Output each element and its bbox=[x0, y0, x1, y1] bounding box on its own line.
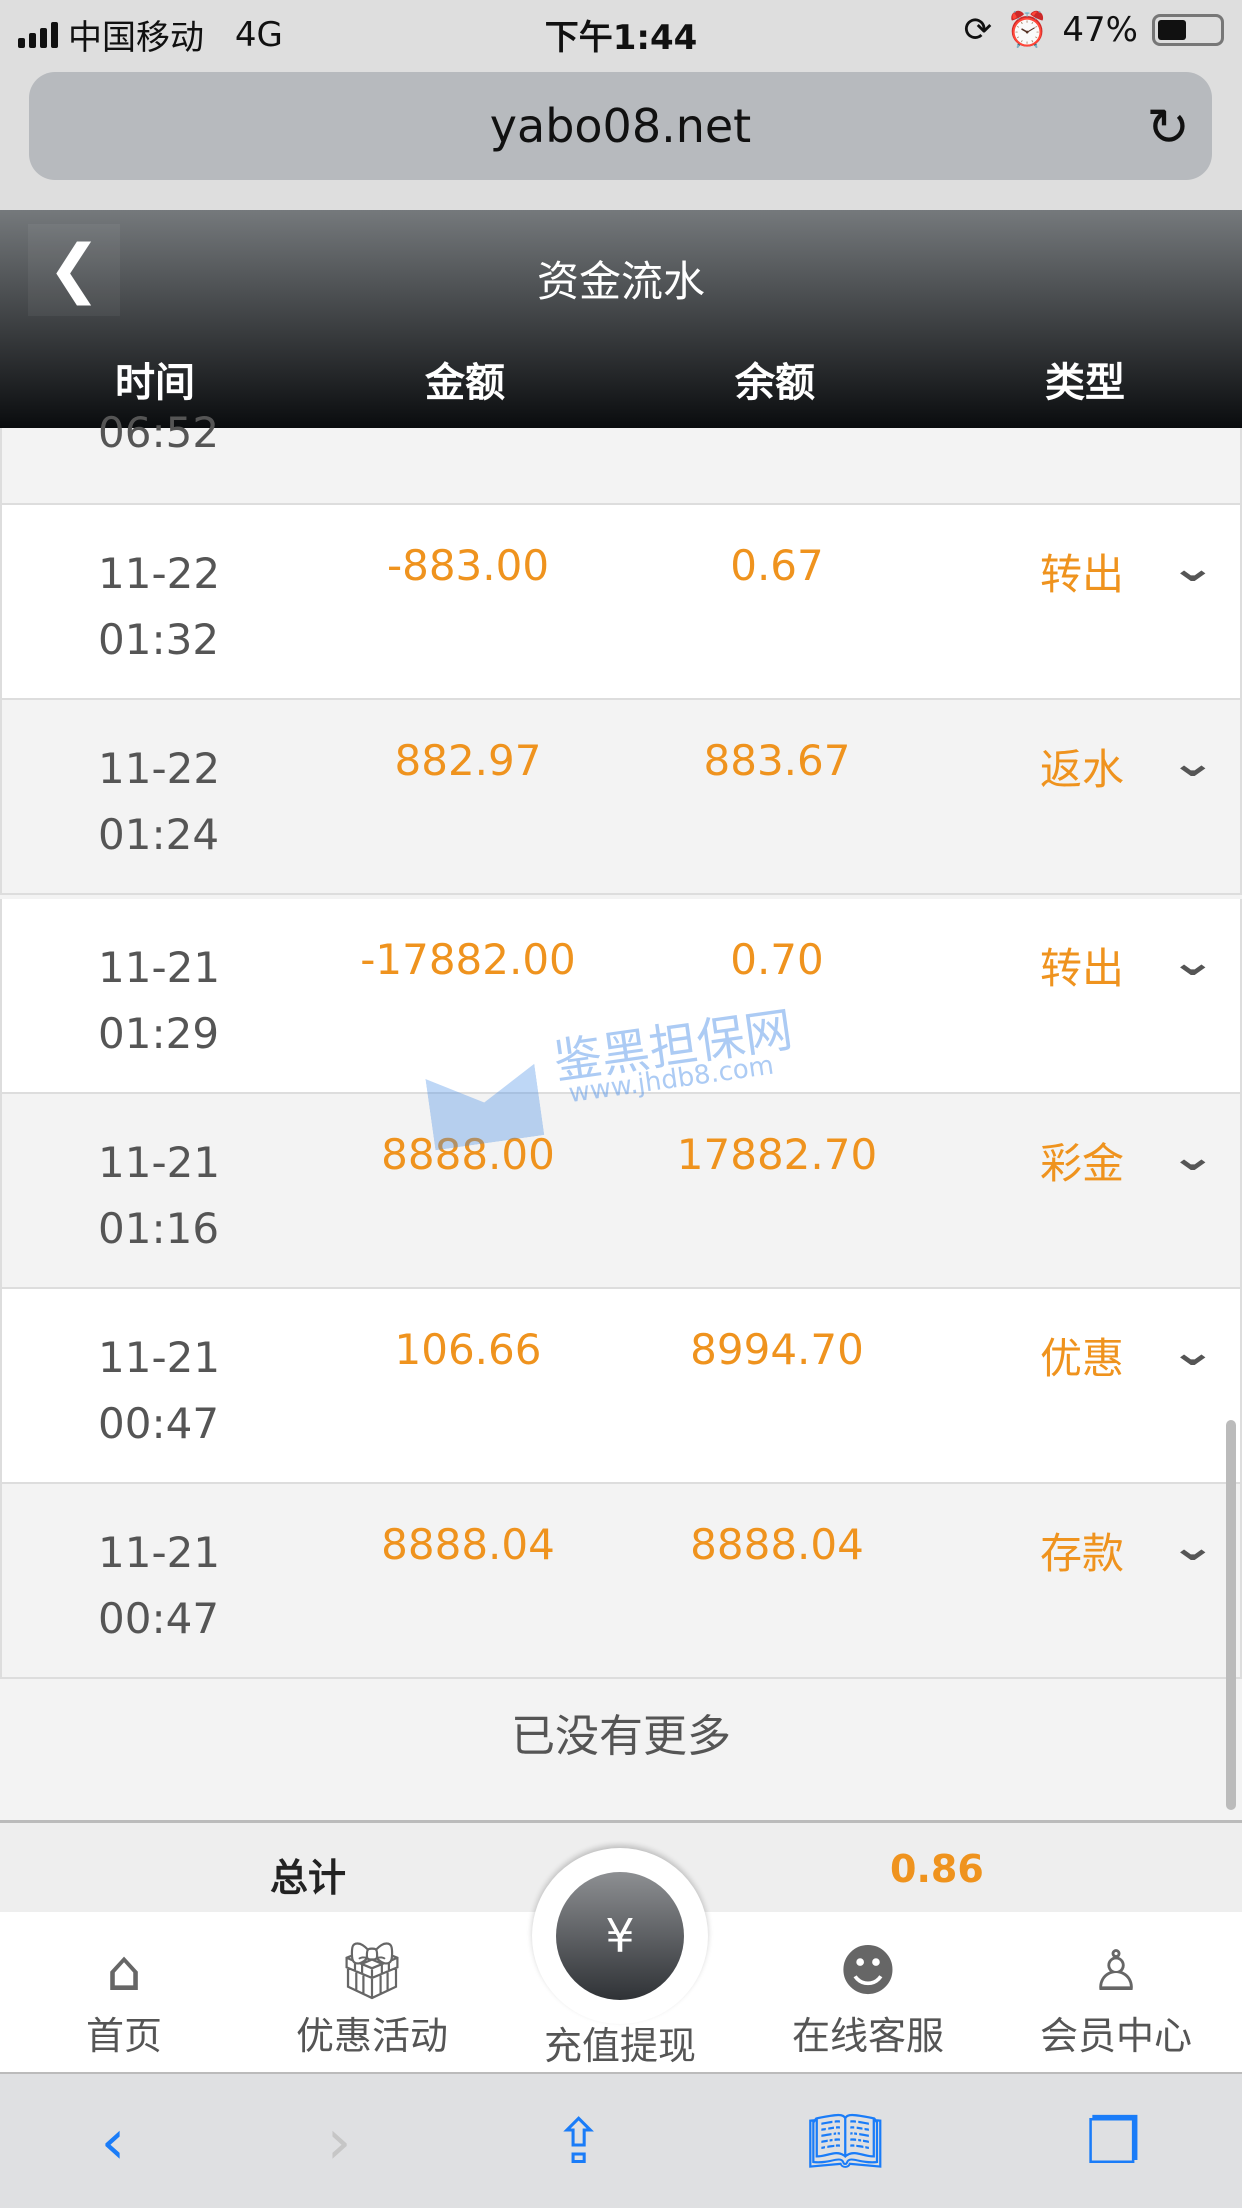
chevron-down-icon[interactable]: ⌄ bbox=[1169, 1524, 1217, 1570]
reload-icon[interactable]: ↻ bbox=[1146, 98, 1190, 158]
browser-address-area: yabo08.net ↻ bbox=[0, 62, 1242, 210]
scrollbar[interactable] bbox=[1226, 1420, 1236, 1810]
headset-icon: ☻ bbox=[838, 1939, 898, 2004]
column-amount: 金额 bbox=[425, 360, 505, 406]
tab-member[interactable]: ♙ 会员中心 bbox=[992, 1912, 1240, 2072]
browser-back-icon[interactable]: ‹ bbox=[100, 2104, 126, 2178]
page-title: 资金流水 bbox=[536, 257, 705, 306]
no-more-text: 已没有更多 bbox=[511, 1711, 731, 1762]
bottom-tab-bar: ⌂ 首页 🎁︎ 优惠活动 ¥ 充值提现 ☻ 在线客服 ♙ 会员中心 bbox=[0, 1848, 1242, 2074]
rotation-lock-icon: ⟳ bbox=[963, 10, 993, 50]
share-icon[interactable]: ⇪ bbox=[552, 2104, 605, 2178]
tab-label: 首页 bbox=[85, 2014, 162, 2058]
safari-toolbar: ‹ › ⇪ 📖︎ ❐ bbox=[0, 2074, 1242, 2208]
chevron-down-icon[interactable]: ⌄ bbox=[1169, 1134, 1217, 1180]
bookmarks-icon[interactable]: 📖︎ bbox=[805, 2104, 885, 2177]
row-type: 转出 bbox=[1040, 550, 1125, 599]
chevron-down-icon[interactable]: ⌄ bbox=[1169, 1329, 1217, 1375]
row-balance: 883.67 bbox=[703, 736, 851, 785]
row-amount: 8888.00 bbox=[381, 1130, 555, 1179]
home-icon: ⌂ bbox=[106, 1939, 142, 2004]
table-row[interactable]: 11-22 01:24 882.97 883.67 返水 ⌄ bbox=[0, 700, 1242, 895]
row-balance: 8994.70 bbox=[690, 1325, 864, 1374]
row-datetime: 11-21 00:47 bbox=[98, 1528, 221, 1643]
tab-deposit-withdraw[interactable]: ¥ 充值提现 bbox=[496, 1848, 744, 2072]
row-amount: 882.97 bbox=[394, 736, 542, 785]
row-balance: 0.70 bbox=[730, 935, 824, 984]
alarm-icon: ⏰ bbox=[1006, 10, 1049, 50]
network: 4G bbox=[234, 14, 283, 55]
tab-label: 在线客服 bbox=[791, 2014, 944, 2058]
row-balance: 8888.04 bbox=[690, 1520, 864, 1569]
table-row-partial[interactable]: 06:52 bbox=[0, 408, 1242, 505]
tabs-icon[interactable]: ❐ bbox=[1085, 2104, 1142, 2178]
table-row[interactable]: 11-21 00:47 106.66 8994.70 优惠 ⌄ bbox=[0, 1289, 1242, 1484]
tab-home[interactable]: ⌂ 首页 bbox=[0, 1912, 248, 2072]
row-datetime: 11-22 01:24 bbox=[98, 744, 221, 859]
summary-value: 0.86 bbox=[890, 1847, 984, 1891]
browser-forward-icon[interactable]: › bbox=[326, 2104, 352, 2178]
tab-support[interactable]: ☻ 在线客服 bbox=[744, 1912, 992, 2072]
row-type: 优惠 bbox=[1040, 1334, 1125, 1383]
row-balance: 0.67 bbox=[730, 541, 824, 590]
row-type: 存款 bbox=[1040, 1529, 1125, 1578]
battery-percent: 47% bbox=[1062, 10, 1138, 50]
battery-icon bbox=[1152, 14, 1224, 46]
row-amount: -883.00 bbox=[386, 541, 550, 590]
back-button[interactable]: ❮ bbox=[28, 224, 120, 316]
row-type: 彩金 bbox=[1040, 1139, 1125, 1188]
url-text: yabo08.net bbox=[489, 99, 752, 153]
row-amount: 106.66 bbox=[394, 1325, 542, 1374]
table-row[interactable]: 11-21 01:29 -17882.00 0.70 转出 ⌄ bbox=[0, 899, 1242, 1094]
row-type: 返水 bbox=[1040, 745, 1125, 794]
tab-promotions[interactable]: 🎁︎ 优惠活动 bbox=[248, 1912, 496, 2072]
user-icon: ♙ bbox=[1090, 1939, 1142, 2004]
row-datetime: 11-21 00:47 bbox=[98, 1333, 221, 1448]
row-time: 06:52 bbox=[98, 408, 220, 457]
row-balance: 17882.70 bbox=[676, 1130, 878, 1179]
clock: 下午1:44 bbox=[544, 18, 698, 58]
row-amount: 8888.04 bbox=[381, 1520, 555, 1569]
column-headers: 时间 金额 余额 类型 bbox=[0, 350, 1242, 408]
tab-label: 会员中心 bbox=[1039, 2014, 1192, 2058]
row-type: 转出 bbox=[1040, 944, 1125, 993]
transaction-list: 06:52 11-22 01:32 -883.00 0.67 转出 ⌄ 11-22 0… bbox=[0, 408, 1242, 1679]
tab-label: 优惠活动 bbox=[295, 2014, 448, 2058]
row-datetime: 11-22 01:32 bbox=[98, 549, 221, 664]
summary-label: 总计 bbox=[270, 1856, 347, 1900]
chevron-down-icon[interactable]: ⌄ bbox=[1169, 740, 1217, 786]
column-type: 类型 bbox=[1045, 360, 1125, 406]
tab-label: 充值提现 bbox=[543, 2024, 696, 2068]
chevron-down-icon[interactable]: ⌄ bbox=[1169, 545, 1217, 591]
carrier: 中国移动 bbox=[68, 18, 204, 58]
status-bar: 中国移动 4G 下午1:44 ⟳ ⏰ 47% bbox=[0, 0, 1242, 62]
table-row[interactable]: 11-22 01:32 -883.00 0.67 转出 ⌄ bbox=[0, 505, 1242, 700]
table-row[interactable]: 11-21 00:47 8888.04 8888.04 存款 ⌄ bbox=[0, 1484, 1242, 1679]
gift-icon: 🎁︎ bbox=[336, 1939, 408, 2004]
row-amount: -17882.00 bbox=[360, 935, 576, 984]
row-datetime: 11-21 01:29 bbox=[98, 943, 221, 1058]
url-bar[interactable]: yabo08.net ↻ bbox=[29, 72, 1212, 180]
row-datetime: 11-21 01:16 bbox=[98, 1138, 221, 1253]
column-balance: 余额 bbox=[735, 360, 815, 406]
money-bag-icon: ¥ bbox=[556, 1872, 684, 2000]
signal-icon bbox=[18, 21, 58, 48]
chevron-down-icon[interactable]: ⌄ bbox=[1169, 939, 1217, 985]
table-row[interactable]: 11-21 01:16 8888.00 17882.70 彩金 ⌄ bbox=[0, 1094, 1242, 1289]
page-header: ❮ 资金流水 时间 金额 余额 类型 bbox=[0, 210, 1242, 428]
column-time: 时间 bbox=[115, 360, 195, 406]
